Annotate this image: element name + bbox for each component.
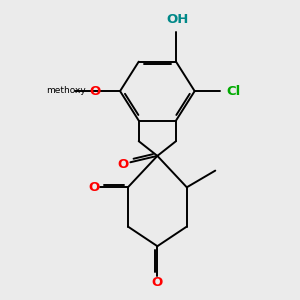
Text: Cl: Cl: [226, 85, 240, 98]
Text: OH: OH: [167, 13, 189, 26]
Text: O: O: [118, 158, 129, 171]
Text: methoxy: methoxy: [46, 85, 86, 94]
Text: O: O: [89, 85, 100, 98]
Text: O: O: [152, 276, 163, 289]
Text: O: O: [88, 181, 99, 194]
